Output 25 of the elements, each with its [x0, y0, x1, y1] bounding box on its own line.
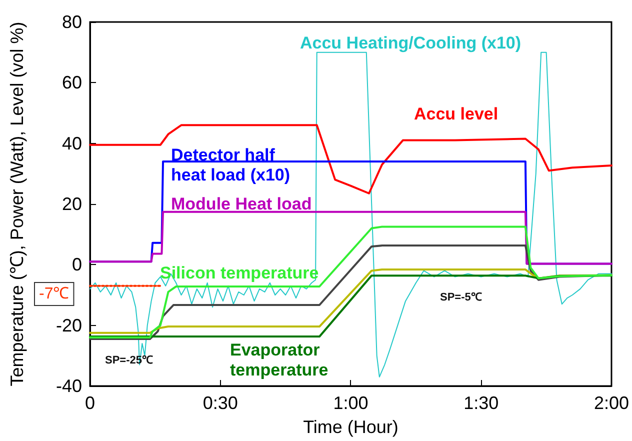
y-tick-label: -40: [56, 376, 82, 396]
y-tick-label: -20: [56, 315, 82, 336]
y-tick-label: 60: [62, 72, 82, 93]
series-label: Accu level: [414, 104, 498, 124]
series-label: Evaporator temperature: [230, 340, 328, 380]
x-tick-label: 1:00: [333, 393, 368, 413]
series-label: Accu Heating/Cooling (x10): [300, 34, 522, 52]
x-axis-title: Time (Hour): [303, 417, 398, 437]
line-series: [90, 52, 612, 378]
line-series: [89, 210, 612, 265]
line-series: [89, 226, 612, 338]
y-axis-title: Temperature (℃), Power (Watt), Level (vol %): [7, 22, 27, 386]
y-tick-label: 0: [72, 254, 82, 275]
line-series: [89, 124, 612, 194]
y-tick-label: 80: [62, 12, 82, 32]
y-tick-label: 40: [62, 133, 82, 154]
series-label: Detector half heat load (x10): [171, 146, 290, 184]
x-tick-label: 0:30: [202, 393, 238, 413]
annotation: SP=-5℃: [440, 292, 482, 304]
y-tick-label: 20: [62, 194, 82, 214]
x-tick-label: 1:30: [464, 393, 499, 413]
x-tick-label: 2:00: [594, 393, 630, 413]
text: -7℃: [39, 286, 70, 302]
x-tick-label: 0: [84, 393, 96, 413]
series-label: Module Heat load: [171, 194, 312, 214]
